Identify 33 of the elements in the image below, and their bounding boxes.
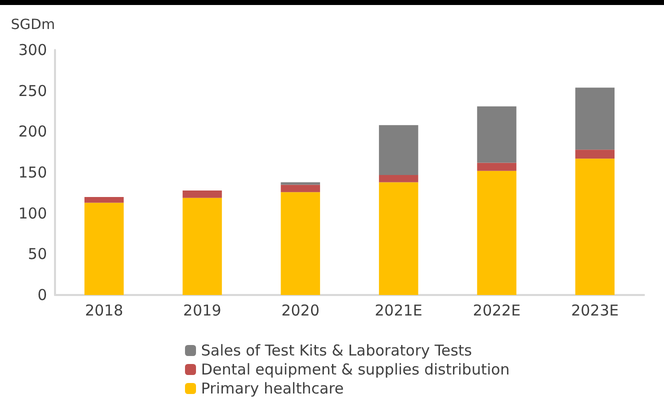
legend-label: Primary healthcare bbox=[201, 380, 344, 398]
bar bbox=[575, 158, 615, 295]
legend-label: Sales of Test Kits & Laboratory Tests bbox=[201, 342, 472, 360]
bar bbox=[84, 197, 124, 203]
x-tick-label: 2020 bbox=[281, 302, 320, 320]
y-tick-label: 200 bbox=[18, 122, 47, 141]
y-tick-label: 0 bbox=[37, 286, 47, 304]
x-tick-label: 2022E bbox=[472, 302, 521, 320]
bar bbox=[280, 184, 320, 192]
bar bbox=[575, 150, 615, 159]
x-tick-label: 2023E bbox=[571, 302, 619, 320]
bar bbox=[84, 202, 124, 295]
bar bbox=[378, 174, 418, 182]
bar bbox=[182, 190, 222, 198]
bar bbox=[575, 88, 615, 150]
x-tick-label: 2019 bbox=[183, 302, 222, 320]
bar bbox=[378, 182, 418, 295]
bar bbox=[378, 125, 418, 175]
legend-label: Dental equipment & supplies distribution bbox=[201, 360, 510, 378]
x-tick-label: 2018 bbox=[84, 302, 124, 320]
y-tick-label: 50 bbox=[28, 245, 47, 264]
y-axis-title: SGDm bbox=[10, 17, 55, 33]
y-tick-label: 300 bbox=[18, 41, 47, 59]
bar bbox=[280, 182, 320, 185]
bar bbox=[182, 198, 222, 295]
x-tick-label: 2021E bbox=[374, 302, 422, 320]
bar bbox=[280, 192, 320, 295]
y-tick-label: 150 bbox=[18, 164, 47, 182]
y-tick-label: 100 bbox=[18, 204, 47, 222]
bar bbox=[477, 162, 516, 171]
bar bbox=[477, 170, 516, 295]
y-tick-label: 250 bbox=[18, 82, 47, 100]
bar bbox=[477, 106, 516, 163]
